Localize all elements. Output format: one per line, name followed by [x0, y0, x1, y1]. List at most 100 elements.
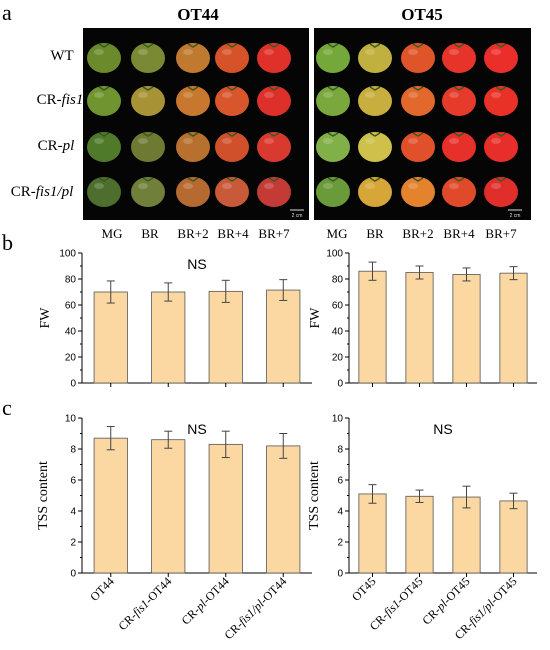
fruit-calyx [187, 132, 199, 137]
fruit [442, 177, 476, 207]
fruit [87, 177, 121, 207]
fruit-highlight [222, 92, 232, 98]
fruit [176, 177, 210, 207]
bar [208, 290, 243, 384]
bar [266, 445, 301, 574]
fruit [484, 132, 518, 162]
fruit-highlight [408, 92, 418, 98]
fruit [131, 177, 165, 207]
fruit [442, 132, 476, 162]
y-tick-label: 8 [337, 445, 343, 456]
fruit-highlight [264, 183, 274, 189]
fruit-highlight [222, 138, 232, 144]
fruit [401, 86, 435, 116]
bar [358, 493, 387, 574]
fruit-highlight [408, 183, 418, 189]
fruit [442, 86, 476, 116]
stage-label: BR+7 [485, 226, 517, 241]
stage-label: BR [141, 226, 159, 241]
fruit-calyx [369, 177, 381, 182]
fruit-highlight [264, 92, 274, 98]
fruit-highlight [138, 92, 148, 98]
fruit-highlight [264, 49, 274, 55]
fruit [316, 86, 350, 116]
x-tick-label: CR-pl-OT44 [179, 574, 232, 627]
bar [208, 443, 243, 574]
fruit-calyx [98, 132, 110, 137]
fruit-highlight [183, 49, 193, 55]
fruit [257, 86, 291, 116]
fruit [215, 43, 249, 73]
fruit-calyx [187, 86, 199, 91]
x-tick-label: OT44 [87, 574, 117, 604]
chart-b-right: 0 20 40 60 80 100 FW [308, 249, 537, 390]
y-axis-label: FW [308, 307, 323, 329]
fruit-highlight [138, 183, 148, 189]
y-tick-label: 60 [332, 301, 344, 312]
fruit [358, 43, 392, 73]
fruit-calyx [412, 177, 424, 182]
fruit [257, 43, 291, 73]
fruit-calyx [98, 43, 110, 48]
fruit-highlight [323, 92, 333, 98]
fruit-highlight [365, 138, 375, 144]
bar [151, 439, 186, 574]
row-label-fis1: CR-fis1 [37, 92, 84, 108]
bar [452, 274, 481, 384]
y-tick-label: 100 [326, 249, 343, 260]
fruit [257, 177, 291, 207]
y-tick-label: 0 [70, 569, 76, 580]
fruit-calyx [453, 177, 465, 182]
stage-label: BR [366, 226, 384, 241]
fruit-highlight [264, 138, 274, 144]
fruit [131, 132, 165, 162]
fruit-calyx [495, 177, 507, 182]
fruit [484, 177, 518, 207]
fruit-highlight [365, 92, 375, 98]
y-axis-label: TSS content [36, 461, 51, 530]
fruit-highlight [323, 49, 333, 55]
y-tick-label: 40 [65, 327, 77, 338]
chart-c-left: 0 2 4 6 8 10 TSS content NS OT44CR-fis1-OT44CR-p… [36, 414, 312, 642]
fruit-calyx [327, 43, 339, 48]
fruit-highlight [183, 138, 193, 144]
bar [499, 272, 528, 384]
stage-label: BR+2 [402, 226, 433, 241]
fruit [87, 43, 121, 73]
fruit [87, 132, 121, 162]
panel-letter-a: a [2, 0, 12, 25]
fruit-calyx [226, 132, 238, 137]
fruit-highlight [449, 92, 459, 98]
stage-label: BR+4 [443, 226, 475, 241]
fruit-calyx [495, 43, 507, 48]
fruit-calyx [226, 177, 238, 182]
row-label-fis1-pl: CR-fis1/pl [11, 184, 74, 200]
fruit-calyx [268, 177, 280, 182]
y-tick-label: 40 [332, 327, 344, 338]
fruit-calyx [412, 132, 424, 137]
y-axis-label: FW [38, 307, 53, 329]
fruit-calyx [226, 86, 238, 91]
fruit [358, 132, 392, 162]
ns-annotation: NS [187, 421, 206, 437]
fruit [316, 132, 350, 162]
fruit-calyx [495, 132, 507, 137]
fruit-calyx [142, 43, 154, 48]
y-tick-label: 2 [70, 538, 76, 549]
fruit [358, 86, 392, 116]
fruit [131, 86, 165, 116]
stage-label: MG [102, 226, 123, 241]
fruit-highlight [449, 49, 459, 55]
fruit-highlight [138, 138, 148, 144]
stage-label: BR+7 [258, 226, 290, 241]
bar [499, 500, 528, 574]
y-tick-label: 10 [65, 414, 77, 425]
fruit [215, 86, 249, 116]
fruit [401, 43, 435, 73]
ns-annotation: NS [433, 421, 452, 437]
row-label-wt: WT [50, 48, 73, 64]
fruit-calyx [268, 86, 280, 91]
y-tick-label: 8 [70, 445, 76, 456]
fruit-calyx [453, 43, 465, 48]
bar [93, 437, 128, 574]
